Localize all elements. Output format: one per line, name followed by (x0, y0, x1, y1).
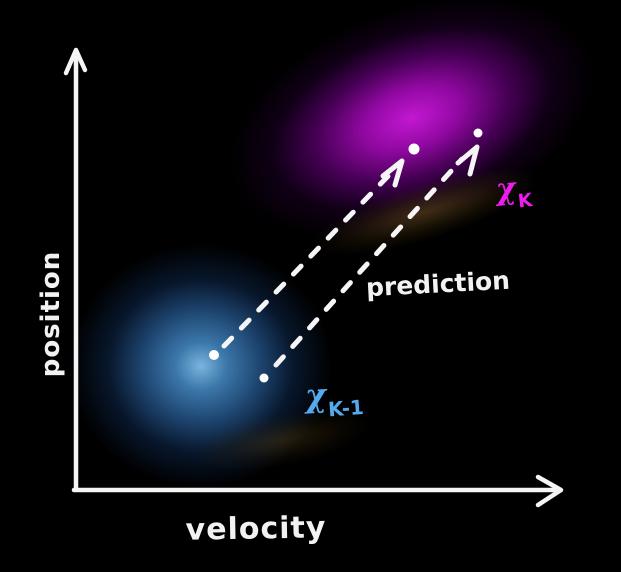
predicted-state-point-1 (408, 143, 420, 155)
current-state-point-2 (259, 373, 269, 383)
current-state-point-1 (209, 350, 219, 360)
state-symbol: χ (494, 170, 518, 208)
state-label-xk-1: χK-1 (303, 375, 365, 422)
olive-smear-under-predicted-blob (291, 144, 559, 280)
state-subscript: K (516, 190, 534, 213)
prediction-arrow-1-arrowhead-icon (380, 158, 405, 188)
predicted-state-gaussian-blob (184, 0, 621, 295)
state-symbol: χ (303, 375, 328, 415)
x-axis-arrowhead-icon (535, 474, 564, 508)
state-label-xk: χK (494, 170, 533, 213)
prediction-arrow-1-dashed-line (221, 169, 395, 349)
y-axis-arrowhead-icon (63, 47, 88, 76)
current-state-gaussian-blob (58, 233, 344, 499)
state-subscript: K-1 (327, 395, 365, 422)
prediction-arrow-2-arrowhead-icon (455, 144, 480, 177)
predicted-state-point-2 (473, 128, 483, 138)
x-axis-label: velocity (185, 510, 327, 548)
prediction-label: prediction (365, 265, 511, 303)
y-axis-label: position (36, 250, 66, 378)
prediction-arrow-2-dashed-line (273, 156, 465, 368)
